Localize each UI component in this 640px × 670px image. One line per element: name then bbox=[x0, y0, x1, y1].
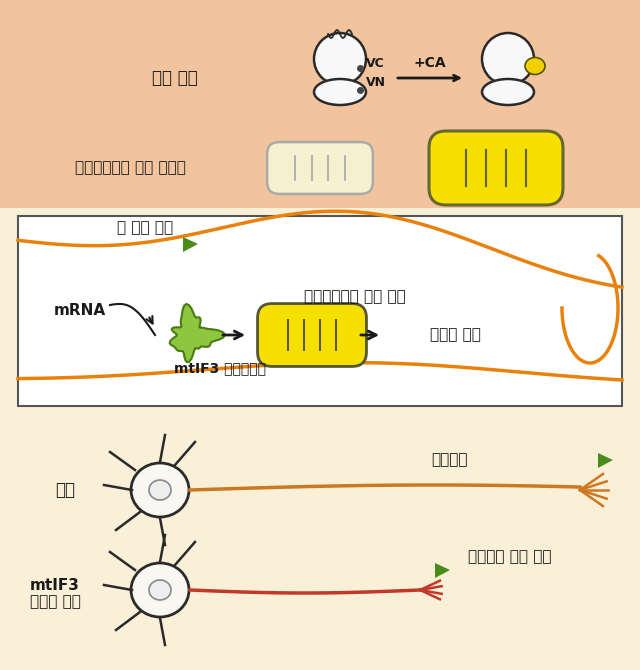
Ellipse shape bbox=[314, 33, 366, 85]
Ellipse shape bbox=[131, 463, 189, 517]
Polygon shape bbox=[598, 453, 613, 468]
Ellipse shape bbox=[131, 563, 189, 617]
Ellipse shape bbox=[149, 480, 171, 500]
FancyBboxPatch shape bbox=[429, 131, 563, 205]
Ellipse shape bbox=[149, 580, 171, 600]
FancyBboxPatch shape bbox=[257, 304, 367, 366]
Ellipse shape bbox=[482, 79, 534, 105]
Ellipse shape bbox=[482, 33, 534, 85]
Text: 에너지 증가: 에너지 증가 bbox=[429, 328, 481, 342]
Text: mRNA: mRNA bbox=[54, 302, 106, 318]
Text: VN: VN bbox=[366, 76, 386, 88]
Text: mtIF3: mtIF3 bbox=[30, 578, 80, 592]
Text: 미토콘드리아 번역 증가: 미토콘드리아 번역 증가 bbox=[304, 289, 406, 304]
Text: 미토콘드리아 번역 시각화: 미토콘드리아 번역 시각화 bbox=[75, 161, 186, 176]
Text: 단백질 부족: 단백질 부족 bbox=[29, 594, 81, 610]
Ellipse shape bbox=[525, 58, 545, 74]
Polygon shape bbox=[183, 237, 198, 252]
Bar bbox=[0, 208, 640, 670]
Polygon shape bbox=[170, 304, 225, 362]
Text: 뇌 성장 인자: 뇌 성장 인자 bbox=[117, 220, 173, 235]
Polygon shape bbox=[435, 563, 450, 578]
Text: +CA: +CA bbox=[413, 56, 446, 70]
Ellipse shape bbox=[314, 79, 366, 105]
Bar bbox=[0, 0, 640, 208]
Text: 형광 센서: 형광 센서 bbox=[152, 69, 198, 87]
Text: 축색돌기 발달 지연: 축색돌기 발달 지연 bbox=[468, 549, 552, 565]
Text: VC: VC bbox=[366, 56, 385, 70]
Text: 정상: 정상 bbox=[55, 481, 75, 499]
Text: mtIF3 단백질증가: mtIF3 단백질증가 bbox=[174, 361, 266, 375]
FancyBboxPatch shape bbox=[18, 216, 622, 406]
Text: 축색돌기: 축색돌기 bbox=[432, 452, 468, 468]
FancyBboxPatch shape bbox=[267, 142, 373, 194]
